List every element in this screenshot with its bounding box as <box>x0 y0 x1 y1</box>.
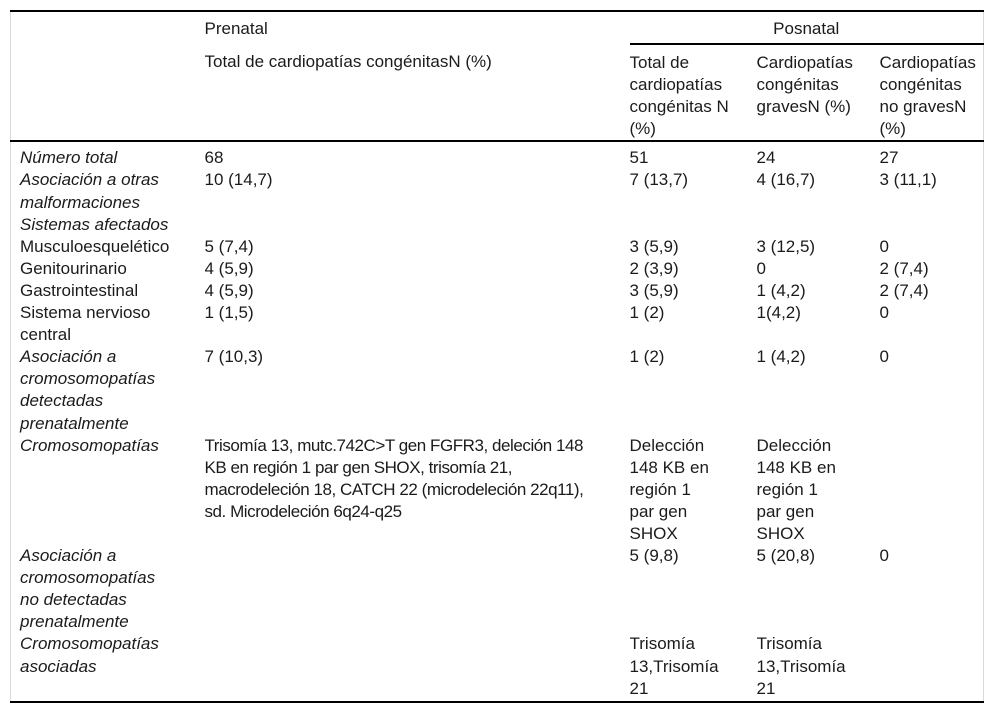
row-label: Gastrointestinal <box>20 280 139 300</box>
table-row: Musculoesquelético 5 (7,4) 3 (5,9) 3 (12,5)… <box>11 236 984 258</box>
table-row: Cromosomopatías asociadas Trisomía 13,Tri… <box>11 633 984 701</box>
posnatal-group-header: Posnatal <box>629 11 984 45</box>
table-row: Asociación a cromosomopatías no detectad… <box>11 545 984 633</box>
cell-posnatal-graves: 3 (12,5) <box>756 236 816 256</box>
row-label: Genitourinario <box>20 258 127 278</box>
corner-cell <box>11 11 205 44</box>
cell-posnatal-graves: 1(4,2) <box>756 303 801 323</box>
column-header-row: Total de cardiopatías congénitasN (%) To… <box>10 44 984 143</box>
cell-posnatal-total: 2 (3,9) <box>629 258 679 278</box>
cell-prenatal <box>205 214 630 236</box>
cell-posnatal-total <box>630 214 757 236</box>
row-label: Asociación a cromosomopatías detectadas … <box>20 347 156 433</box>
cell-posnatal-total: 5 (9,8) <box>629 546 679 566</box>
row-label: Sistema nervioso central <box>20 303 151 345</box>
cell-posnatal-no-graves <box>880 435 984 545</box>
table-row: Número total 68 51 24 27 <box>11 141 984 169</box>
cell-posnatal-no-graves <box>880 214 984 236</box>
table-row: Cromosomopatías Trisomía 13, mutc.742C>T … <box>11 435 984 545</box>
row-label: Asociación a otras malformaciones <box>20 170 159 212</box>
table-row: Asociación a otras malformaciones 10 (14,… <box>11 169 984 213</box>
cell-posnatal-no-graves: 0 <box>879 546 889 566</box>
col-header-posnatal-no-graves: Cardiopatías congénitas no gravesN (%) <box>879 44 984 143</box>
cell-posnatal-no-graves: 2 (7,4) <box>879 258 929 278</box>
cell-posnatal-total: 51 <box>629 148 649 168</box>
col-header-posnatal-total: Total de cardiopatías congénitas N (%) <box>629 44 757 143</box>
cell-posnatal-total: 1 (2) <box>629 347 665 367</box>
cell-prenatal: 4 (5,9) <box>204 258 254 278</box>
cell-prenatal: 5 (7,4) <box>204 236 254 256</box>
cell-posnatal-graves: 1 (4,2) <box>756 347 806 367</box>
cell-posnatal-no-graves: 2 (7,4) <box>879 280 929 300</box>
row-label: Sistemas afectados <box>20 214 169 234</box>
row-label: Cromosomopatías <box>20 435 159 455</box>
table-row: Gastrointestinal 4 (5,9) 3 (5,9) 1 (4,2) 2 (… <box>11 280 984 302</box>
table-row: Sistema nervioso central 1 (1,5) 1 (2) 1(4,… <box>11 302 984 346</box>
table-row: Genitourinario 4 (5,9) 2 (3,9) 0 2 (7,4) <box>11 258 984 280</box>
cell-posnatal-no-graves <box>880 633 984 701</box>
cell-prenatal: 4 (5,9) <box>204 280 254 300</box>
cell-posnatal-graves: 24 <box>756 148 776 168</box>
cell-posnatal-no-graves: 27 <box>879 148 899 168</box>
cell-prenatal <box>205 545 630 633</box>
cell-prenatal: 68 <box>204 148 224 168</box>
cell-posnatal-graves: Trisomía 13,Trisomía 21 <box>756 634 846 698</box>
cell-posnatal-no-graves: 0 <box>879 303 889 323</box>
cell-posnatal-no-graves: 0 <box>879 347 889 367</box>
table-header: Prenatal Posnatal Total de cardiopatías … <box>10 11 984 143</box>
cell-posnatal-total: Delección 148 KB en región 1 par gen SHO… <box>629 435 709 543</box>
cardiopatias-table: Prenatal Posnatal Total de cardiopatías … <box>10 10 985 703</box>
cell-prenatal: 7 (10,3) <box>204 347 264 367</box>
cell-posnatal-graves: 1 (4,2) <box>756 280 806 300</box>
cell-prenatal: 1 (1,5) <box>204 303 254 323</box>
row-label: Número total <box>20 148 118 168</box>
cell-posnatal-graves: 0 <box>756 258 766 278</box>
table-row: Asociación a cromosomopatías detectadas … <box>11 346 984 434</box>
col-header-posnatal-graves: Cardiopatías congénitas gravesN (%) <box>756 44 880 143</box>
cell-posnatal-total: 3 (5,9) <box>629 280 679 300</box>
column-group-row: Prenatal Posnatal <box>11 11 984 45</box>
cell-prenatal: 10 (14,7) <box>204 170 273 190</box>
row-label: Cromosomopatías asociadas <box>20 634 159 676</box>
cell-posnatal-total: 1 (2) <box>629 303 665 323</box>
corner-cell <box>10 44 205 143</box>
table-row: Sistemas afectados <box>11 214 984 236</box>
table-body: Número total 68 51 24 27 Asociación a otras m… <box>11 141 984 701</box>
cell-posnatal-graves: Delección 148 KB en región 1 par gen SHO… <box>756 435 836 543</box>
cell-posnatal-total: Trisomía 13,Trisomía 21 <box>629 634 719 698</box>
row-label: Asociación a cromosomopatías no detectad… <box>20 546 156 632</box>
cell-posnatal-graves <box>757 214 880 236</box>
col-header-prenatal-total: Total de cardiopatías congénitasN (%) <box>204 44 630 143</box>
cell-prenatal: Trisomía 13, mutc.742C>T gen FGFR3, dele… <box>204 435 584 521</box>
cell-posnatal-graves: 4 (16,7) <box>756 170 816 190</box>
cell-posnatal-no-graves: 3 (11,1) <box>879 170 937 190</box>
row-label: Musculoesquelético <box>20 236 170 256</box>
prenatal-group-header: Prenatal <box>204 19 268 38</box>
cell-prenatal <box>205 633 630 701</box>
cell-posnatal-total: 7 (13,7) <box>629 170 689 190</box>
cell-posnatal-no-graves: 0 <box>879 236 889 256</box>
cell-posnatal-graves: 5 (20,8) <box>756 546 816 566</box>
cell-posnatal-total: 3 (5,9) <box>629 236 679 256</box>
